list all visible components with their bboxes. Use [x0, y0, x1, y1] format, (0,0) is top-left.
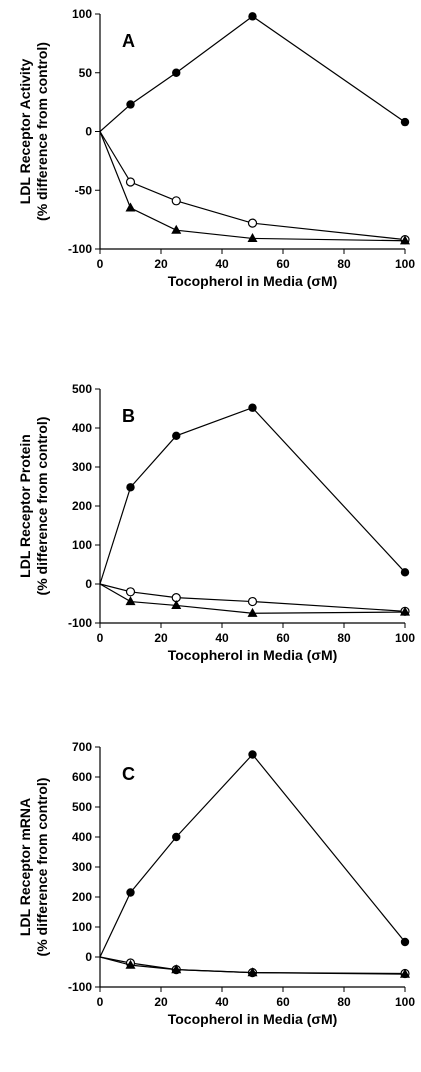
x-axis-label: Tocopherol in Media (σM) [168, 273, 338, 289]
x-tick-label: 100 [395, 631, 415, 645]
data-point-open-circle [125, 177, 136, 187]
y-tick-label: 0 [85, 125, 92, 139]
y-axis-label-line: LDL Receptor Activity [17, 59, 33, 205]
data-point-filled-circle [172, 68, 181, 77]
panel-label: B [122, 406, 135, 426]
y-axis-label-line: LDL Receptor Protein [17, 434, 33, 578]
data-point-filled-triangle [400, 968, 410, 978]
data-point-filled-triangle [247, 967, 258, 977]
y-tick-label: -50 [75, 183, 93, 197]
data-point-open-circle [247, 596, 258, 607]
data-point-filled-triangle [171, 224, 182, 234]
data-point-open-circle [247, 218, 258, 228]
x-tick-label: 100 [395, 995, 415, 1009]
x-tick-label: 60 [276, 995, 290, 1009]
x-axis-label: Tocopherol in Media (σM) [168, 1011, 338, 1027]
y-tick-label: 500 [72, 382, 92, 396]
x-tick-label: 20 [154, 257, 168, 271]
y-tick-label: 50 [79, 66, 93, 80]
data-point-filled-circle [248, 750, 257, 759]
series-line-filled-circle [99, 753, 406, 958]
x-tick-label: 0 [97, 631, 104, 645]
data-point-open-circle [125, 587, 136, 597]
x-tick-label: 80 [337, 631, 351, 645]
data-point-filled-triangle [400, 606, 410, 616]
data-point-filled-circle [400, 568, 410, 577]
y-tick-label: 600 [72, 770, 92, 784]
data-point-filled-circle [400, 937, 410, 947]
x-tick-label: 40 [215, 257, 229, 271]
x-tick-label: 100 [395, 257, 415, 271]
data-point-filled-triangle [125, 959, 136, 969]
y-tick-label: 100 [72, 920, 92, 934]
y-tick-label: 400 [72, 830, 92, 844]
data-point-filled-circle [172, 431, 181, 440]
x-tick-label: 80 [337, 257, 351, 271]
y-tick-label: 700 [72, 740, 92, 754]
data-point-filled-circle [400, 117, 410, 127]
x-tick-label: 0 [97, 995, 104, 1009]
y-tick-label: 0 [85, 577, 92, 591]
x-tick-label: 20 [154, 631, 168, 645]
y-tick-label: -100 [68, 242, 92, 256]
data-point-filled-circle [248, 12, 257, 21]
data-point-filled-triangle [171, 600, 182, 610]
x-tick-label: 40 [215, 631, 229, 645]
data-point-filled-circle [126, 888, 135, 897]
y-tick-label: 400 [72, 421, 92, 435]
y-axis-label-line: LDL Receptor mRNA [17, 798, 33, 936]
data-point-filled-circle [248, 403, 257, 412]
chart-panel-a: -100 -50 0 50 100 0 20 40 60 80 100 Tocopherol in M… [17, 7, 415, 289]
y-tick-label: 0 [85, 950, 92, 964]
y-tick-label: 100 [72, 7, 92, 21]
data-point-open-circle [171, 196, 181, 206]
data-point-filled-triangle [171, 964, 182, 974]
data-point-filled-triangle [125, 596, 136, 606]
data-point-filled-circle [126, 100, 135, 109]
y-axis-label-line: (% difference from control) [34, 42, 50, 221]
data-point-filled-triangle [125, 202, 136, 212]
chart-panel-b: -100 0 100 200 300 400 500 0 20 40 60 80 100 Tocopher… [17, 382, 415, 663]
data-point-filled-circle [172, 832, 181, 842]
y-tick-label: 200 [72, 890, 92, 904]
data-point-filled-triangle [400, 235, 410, 245]
y-tick-label: -100 [68, 616, 92, 630]
series-line-filled-circle [99, 407, 406, 585]
panel-label: C [122, 764, 135, 784]
x-tick-label: 80 [337, 995, 351, 1009]
x-tick-label: 40 [215, 995, 229, 1009]
x-tick-label: 20 [154, 995, 168, 1009]
y-tick-label: 500 [72, 800, 92, 814]
data-point-filled-circle [126, 483, 135, 492]
x-tick-label: 60 [276, 257, 290, 271]
data-point-filled-triangle [247, 233, 258, 243]
y-tick-label: 200 [72, 499, 92, 513]
y-tick-label: 100 [72, 538, 92, 552]
panel-label: A [122, 31, 135, 51]
y-axis-label-line: (% difference from control) [34, 778, 50, 957]
y-axis-label-line: (% difference from control) [34, 417, 50, 596]
y-tick-label: 300 [72, 860, 92, 874]
data-point-filled-triangle [247, 607, 258, 617]
chart-panel-c: -100 0 100 200 300 400 500 600 700 0 20 40 60 80 100 To… [17, 740, 415, 1027]
y-tick-label: 300 [72, 460, 92, 474]
series-line-filled-circle [99, 15, 406, 132]
y-tick-label: -100 [68, 980, 92, 994]
x-tick-label: 0 [97, 257, 104, 271]
x-tick-label: 60 [276, 631, 290, 645]
x-axis-label: Tocopherol in Media (σM) [168, 647, 338, 663]
